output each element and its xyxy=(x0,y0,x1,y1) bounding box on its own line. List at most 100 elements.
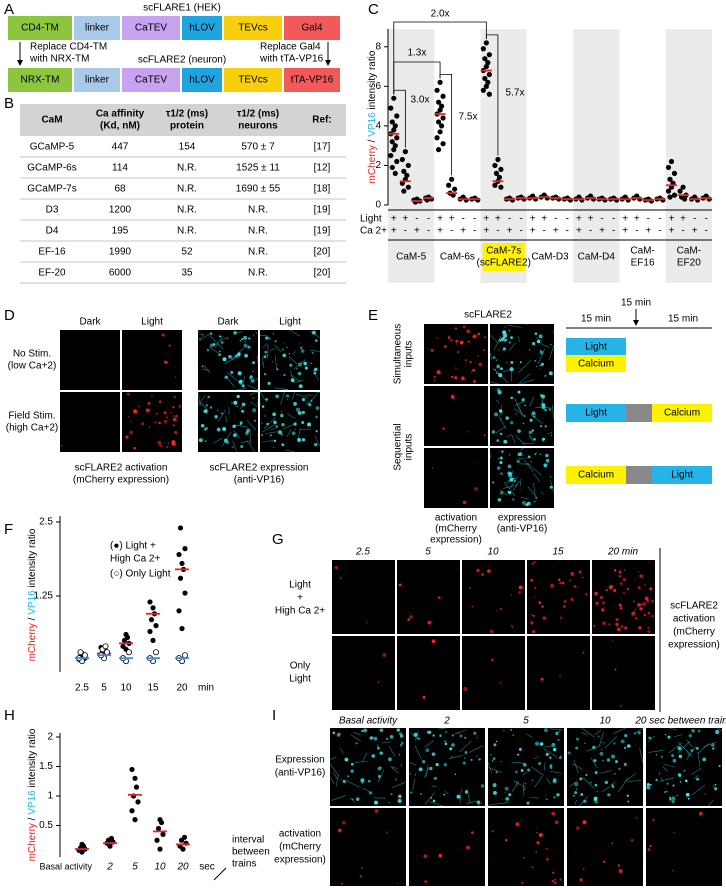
cell xyxy=(496,610,498,612)
cell xyxy=(496,388,501,392)
cell xyxy=(398,732,403,736)
cell xyxy=(510,336,514,340)
construct-title: scFLARE2 (neuron) xyxy=(138,55,226,66)
sign: - xyxy=(566,214,569,225)
cell xyxy=(545,794,547,796)
domain-label: TEVcs xyxy=(238,23,267,34)
neurite xyxy=(660,777,664,783)
cell xyxy=(512,734,514,736)
table-cell: EF-16 xyxy=(38,247,66,258)
data-point xyxy=(155,825,162,832)
cell xyxy=(605,588,609,592)
neurite xyxy=(241,440,250,443)
cell xyxy=(289,363,293,367)
cell xyxy=(459,734,463,738)
data-point xyxy=(677,188,683,194)
cell xyxy=(497,498,502,502)
caption: activation xyxy=(435,513,477,524)
stimulus xyxy=(566,355,626,372)
cell xyxy=(265,398,268,401)
data-point xyxy=(391,147,397,153)
cell xyxy=(267,381,271,385)
data-point xyxy=(405,162,411,169)
neurite xyxy=(290,370,293,380)
neurite xyxy=(549,728,563,731)
table-cell: 570 ± 7 xyxy=(241,142,275,153)
data-point xyxy=(667,176,673,182)
cell xyxy=(580,793,584,796)
cell xyxy=(449,338,453,342)
cell xyxy=(466,329,471,334)
cell xyxy=(498,349,500,351)
column-header: Light xyxy=(141,317,163,328)
data-point xyxy=(437,79,443,85)
cell xyxy=(230,370,234,374)
cell xyxy=(584,742,586,744)
cell xyxy=(594,783,598,787)
row-label: (mCherry xyxy=(279,842,321,853)
cell xyxy=(618,603,622,607)
micrograph xyxy=(397,636,460,710)
neurite xyxy=(214,335,224,349)
cell xyxy=(478,758,481,761)
cell xyxy=(469,587,471,589)
cell xyxy=(635,617,638,620)
cell xyxy=(638,571,640,573)
cell xyxy=(457,732,460,734)
cell xyxy=(582,651,585,654)
neurite xyxy=(503,369,512,373)
cell xyxy=(539,742,544,746)
neurite xyxy=(477,801,483,807)
cell xyxy=(569,579,571,582)
x-tick-label: 2 xyxy=(106,862,113,873)
cell xyxy=(704,793,706,795)
data-point xyxy=(480,46,486,52)
cell xyxy=(201,365,204,368)
cell xyxy=(459,380,461,382)
cell xyxy=(231,402,233,404)
neurite xyxy=(361,752,368,763)
cell xyxy=(490,859,492,861)
cell xyxy=(271,361,274,363)
cell xyxy=(309,361,311,363)
cell xyxy=(300,346,303,350)
cell xyxy=(671,754,675,757)
cell xyxy=(261,405,265,408)
cell xyxy=(202,333,204,336)
cell xyxy=(524,415,526,417)
sign: + xyxy=(495,214,501,225)
cell xyxy=(594,771,598,775)
cell xyxy=(471,831,474,834)
neurite xyxy=(199,402,208,411)
cell xyxy=(506,362,508,364)
data-point xyxy=(440,115,446,121)
sign: + xyxy=(391,226,397,237)
cell xyxy=(622,592,626,595)
sign: - xyxy=(404,226,407,237)
cell xyxy=(523,788,526,790)
micrograph xyxy=(527,636,590,710)
neurite xyxy=(232,440,237,452)
cell xyxy=(237,352,241,356)
cell xyxy=(504,326,506,328)
cell xyxy=(294,428,296,430)
cell xyxy=(683,769,686,772)
neurite xyxy=(390,766,399,774)
cell xyxy=(367,779,371,783)
neurite xyxy=(255,377,259,381)
cell xyxy=(238,380,243,385)
cell xyxy=(460,849,462,851)
cell xyxy=(222,426,227,431)
neurite xyxy=(297,428,301,440)
cell xyxy=(147,401,151,405)
neurite xyxy=(330,777,335,785)
cell xyxy=(505,839,508,842)
cell xyxy=(165,445,169,449)
data-point xyxy=(482,75,488,82)
cell xyxy=(172,417,177,422)
cell xyxy=(379,766,382,769)
cell xyxy=(444,742,448,746)
cell xyxy=(342,820,346,825)
sign: + xyxy=(483,214,489,225)
